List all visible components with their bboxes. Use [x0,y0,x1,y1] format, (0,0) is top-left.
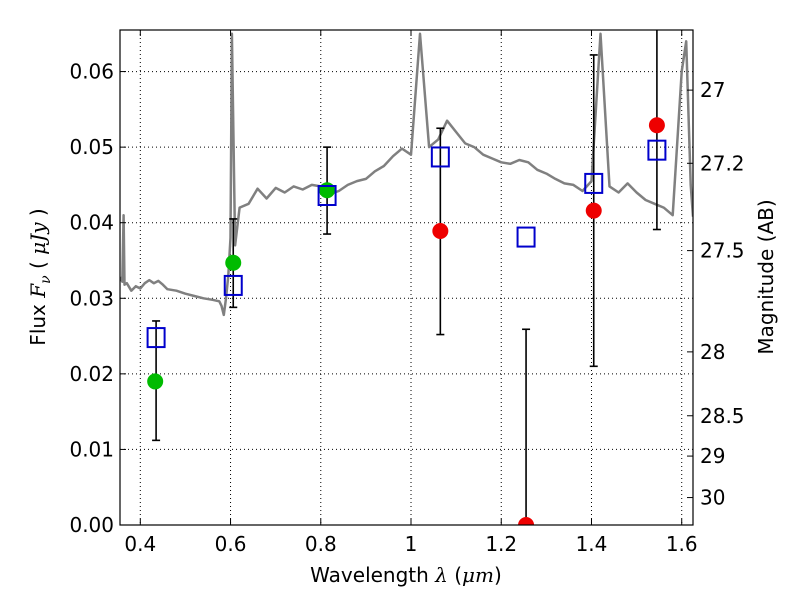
x-axis-label: Wavelength λ (μm) [310,563,502,587]
model-flux-box [516,226,536,248]
y-tick-label: 0.04 [69,211,114,235]
y2-tick-label: 28.5 [700,404,745,428]
y-tick-label: 0.01 [69,437,114,461]
x-tick-label: 1.6 [666,532,698,556]
y-tick-label: 0.02 [69,362,114,386]
model-flux-box [146,327,166,349]
y2-tick-label: 29 [700,444,725,468]
model-spectrum-line [120,32,693,317]
y-tick-label: 0.06 [69,60,114,84]
plot-frame [119,29,694,526]
y2-tick-label: 30 [700,486,725,510]
x-tick-label: 1.4 [576,532,608,556]
green-data-point [319,182,336,199]
x-tick-label: 1 [405,532,418,556]
y2-tick-label: 28 [700,340,725,364]
red-data-point [432,223,449,240]
grid-lines [120,30,693,526]
y2-tick-label: 27 [700,78,725,102]
y2-axis-label: Magnitude (AB) [754,199,778,354]
red-data-point [585,202,602,219]
plot-area [120,30,693,525]
green-data-point [225,254,242,271]
y2-tick-label: 27.2 [700,151,745,175]
model-flux-box [647,139,667,161]
red-data-point [648,117,665,134]
x-tick-label: 0.6 [215,532,247,556]
y-tick-label: 0.00 [69,513,114,537]
model-flux-box [317,185,337,207]
red-data-point [518,517,535,525]
green-data-point [147,373,164,390]
y-axis-label: Flux Fν ( μJy ) [26,208,54,345]
y-tick-label: 0.05 [69,135,114,159]
y-tick-label: 0.03 [69,286,114,310]
x-tick-label: 1.2 [485,532,517,556]
model-flux-box [223,274,243,296]
x-tick-label: 0.8 [305,532,337,556]
x-tick-label: 0.4 [124,532,156,556]
axis-ticks: 0.4 0.6 0.8 1 1.2 1.4 1.6 0.00 0.01 0.02 0.03 0.04 0… [69,30,745,556]
y2-tick-label: 27.5 [700,239,745,263]
model-flux-box [430,146,450,168]
model-flux-box [584,172,604,194]
